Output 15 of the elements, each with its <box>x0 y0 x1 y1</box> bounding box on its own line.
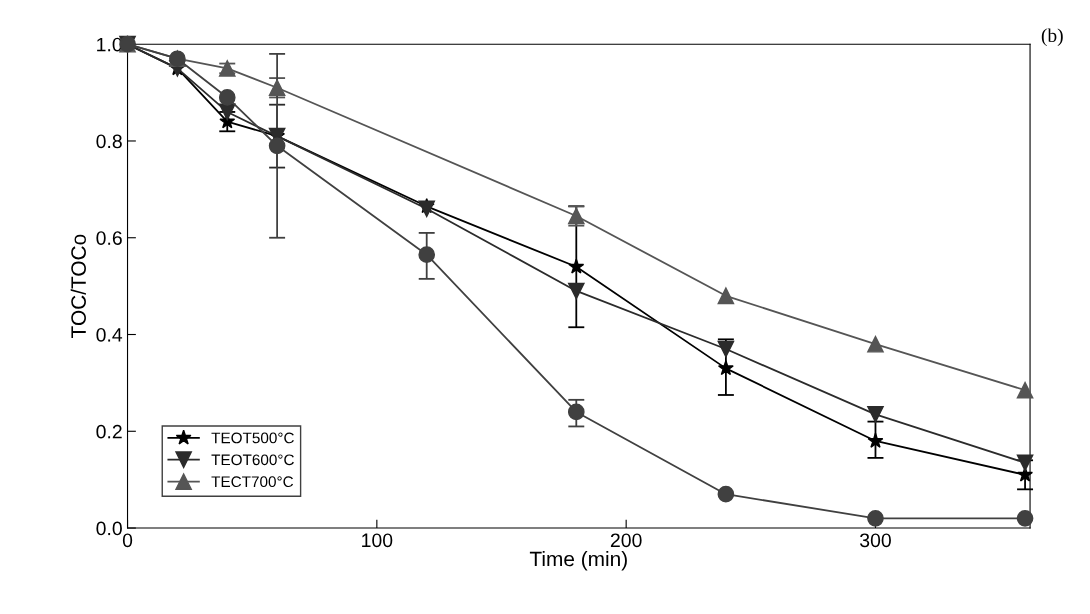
text: (b) <box>1041 28 1063 47</box>
x-tick-label: 300 <box>860 533 891 548</box>
y-axis-title: TOC/TOCo <box>70 234 86 338</box>
legend-label: TECT700°C <box>211 476 294 488</box>
legend-label: TEOT600°C <box>211 454 294 466</box>
x-tick-label: 0 <box>122 533 133 548</box>
y-tick-label: 0.8 <box>96 134 122 149</box>
x-axis-title: Time (min) <box>529 551 627 571</box>
y-tick-label: 0.4 <box>96 327 123 342</box>
x-tick-label: 100 <box>362 533 393 548</box>
y-tick-label: 0.6 <box>96 231 122 245</box>
x-tick-label: 200 <box>610 533 642 548</box>
legend-label: TEOT500°C <box>211 432 294 444</box>
y-tick-label: 0.2 <box>96 424 122 439</box>
y-tick-label: 0.0 <box>96 521 122 536</box>
